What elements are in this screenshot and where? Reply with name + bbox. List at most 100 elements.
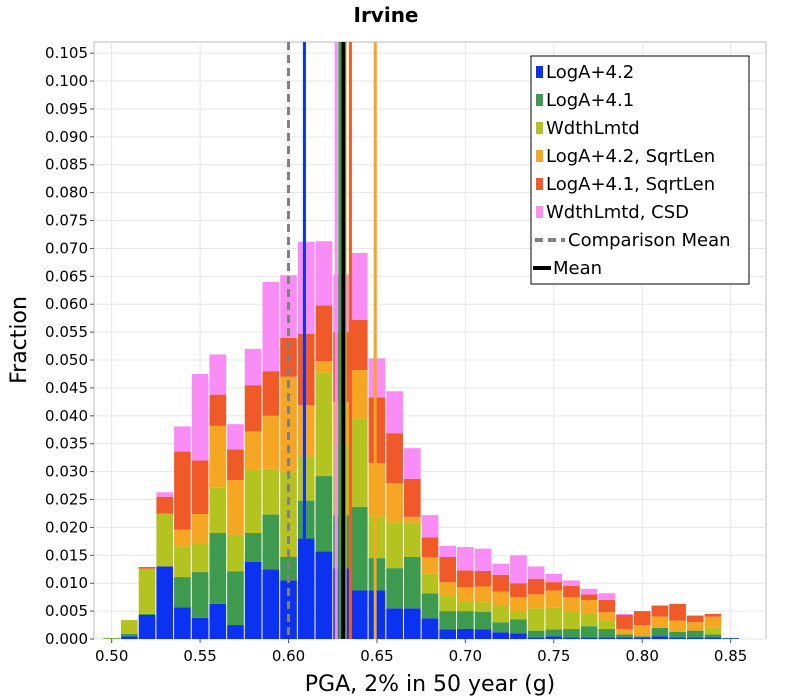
bar-segment-3: [474, 602, 492, 612]
bar-segment-3: [457, 601, 474, 612]
bar-segment-2: [492, 622, 510, 633]
bar-segment-1: [315, 551, 333, 639]
x-tick-label: 0.75: [537, 647, 570, 665]
bar-segment-2: [704, 634, 722, 638]
bar-segment-1: [350, 590, 368, 639]
bar-segment-5: [262, 371, 280, 416]
x-tick-label: 0.85: [714, 647, 747, 665]
bar-segment-5: [138, 567, 156, 569]
bar-segment-3: [191, 543, 209, 573]
y-tick-label: 0.030: [45, 463, 88, 481]
bar-segment-5: [368, 397, 386, 464]
bar-segment-2: [474, 611, 492, 630]
bar-segment-4: [651, 616, 669, 628]
bar-segment-5: [439, 556, 457, 583]
y-tick-label: 0.070: [45, 239, 88, 257]
y-tick-label: 0.050: [45, 351, 88, 369]
bar-segment-3: [262, 468, 280, 515]
bar-segment-3: [545, 607, 563, 630]
bar-segment-5: [580, 594, 598, 600]
bar-segment-2: [527, 630, 545, 638]
bar-segment-6: [474, 548, 492, 571]
bar-segment-2: [138, 613, 156, 616]
y-axis-label: Fraction: [7, 296, 32, 384]
bar-segment-1: [386, 608, 403, 639]
x-tick-label: 0.60: [272, 647, 305, 665]
bar-segment-1: [580, 637, 598, 639]
bar-segment-2: [633, 636, 651, 638]
bar-segment-3: [103, 637, 121, 639]
y-axis-ticks: 0.000 0.005 0.010 0.015 0.020 0.025 0.030 0.035…: [45, 44, 94, 648]
bar-segment-3: [315, 372, 333, 477]
legend-label: LogA+4.2: [546, 62, 634, 83]
bar-segment-2: [457, 611, 474, 629]
legend-label: Comparison Mean: [568, 230, 731, 251]
bar-segment-3: [704, 627, 722, 635]
bar-segment-5: [386, 433, 403, 484]
bar-segment-4: [297, 405, 315, 457]
y-tick-label: 0.080: [45, 184, 88, 202]
legend-swatch: [536, 94, 543, 106]
bar-segment-1: [174, 607, 191, 639]
bar-segment-6: [598, 593, 616, 600]
bar-segment-3: [174, 546, 191, 578]
y-tick-label: 0.005: [45, 602, 88, 620]
bar-segment-1: [138, 615, 156, 639]
bar-segment-5: [474, 570, 492, 587]
bar-segment-1: [156, 566, 174, 639]
bar-segment-5: [156, 496, 174, 514]
bar-segment-1: [209, 603, 227, 639]
bar-segment-1: [686, 637, 704, 639]
y-tick-label: 0.055: [45, 323, 88, 341]
bar-segment-5: [510, 583, 527, 598]
bar-segment-5: [527, 578, 545, 595]
bar-segment-2: [651, 627, 669, 637]
bar-segment-5: [669, 603, 686, 621]
bar-segment-2: [350, 506, 368, 591]
x-tick-label: 0.70: [449, 647, 482, 665]
bar-segment-2: [386, 568, 403, 609]
bar-segment-5: [174, 451, 191, 530]
legend: LogA+4.2 LogA+4.1 WdthLmtd LogA+4.2, SqrtLe…: [530, 55, 750, 285]
bar-segment-1: [651, 636, 669, 639]
bar-segment-3: [297, 456, 315, 501]
bar-segment-3: [138, 568, 156, 614]
bar-segment-3: [580, 613, 598, 627]
bar-segment-3: [510, 611, 527, 620]
bar-segment-4: [457, 587, 474, 602]
y-tick-label: 0.090: [45, 128, 88, 146]
bar-segment-4: [616, 628, 633, 635]
bar-segment-4: [315, 361, 333, 373]
bar-segment-6: [244, 348, 262, 386]
bar-segment-3: [492, 605, 510, 623]
bar-segment-1: [474, 629, 492, 639]
bar-segment-3: [156, 513, 174, 567]
bar-segment-4: [633, 625, 651, 637]
bar-segment-2: [297, 500, 315, 539]
y-tick-label: 0.015: [45, 546, 88, 564]
bar-segment-1: [545, 636, 563, 639]
bar-segment-3: [421, 573, 439, 594]
bar-segment-1: [421, 618, 439, 639]
bar-segment-2: [598, 628, 616, 638]
mean-lines-group: [287, 42, 377, 639]
bar-segment-3: [368, 516, 386, 559]
bar-segment-2: [439, 611, 457, 630]
bar-segment-2: [403, 556, 421, 609]
bar-segment-5: [191, 460, 209, 515]
y-tick-label: 0.095: [45, 100, 88, 118]
bar-segment-5: [616, 615, 633, 629]
bar-segment-5: [421, 537, 439, 557]
bar-segment-6: [209, 354, 227, 395]
x-tick-label: 0.55: [183, 647, 216, 665]
bar-segment-4: [244, 431, 262, 470]
bar-segment-1: [262, 569, 280, 639]
bar-segment-1: [510, 633, 527, 639]
chart-title: Irvine: [354, 3, 419, 27]
bar-segment-4: [527, 594, 545, 609]
bar-segment-2: [722, 637, 739, 639]
bar-segment-5: [651, 605, 669, 617]
bar-segment-1: [633, 637, 651, 639]
bar-segment-2: [368, 558, 386, 591]
bar-segment-1: [368, 590, 386, 639]
